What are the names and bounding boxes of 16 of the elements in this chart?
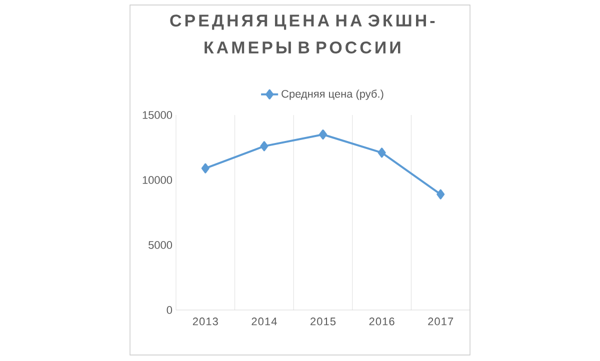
- point: [260, 141, 268, 152]
- x-tick-label: 2014: [252, 318, 277, 326]
- y-tick-label: 5000: [148, 241, 172, 249]
- y-tick-label: 15000: [142, 111, 172, 119]
- chart-title: СРЕДНЯЯ ЦЕНА НА ЭКШН-КАМЕРЫ В РОССИИ: [170, 14, 435, 54]
- point: [436, 189, 445, 200]
- point: [201, 163, 210, 174]
- x-tick-label: 2013: [192, 318, 218, 326]
- x-tick-label: 2016: [369, 318, 394, 326]
- y-tick-label: 0: [166, 306, 172, 314]
- x-tick-label: 2017: [428, 318, 454, 326]
- point: [319, 130, 328, 140]
- point: [378, 148, 386, 158]
- x-tick-label: 2015: [310, 318, 336, 326]
- legend-label: Средняя цена (руб.): [282, 90, 384, 100]
- y-tick-label: 10000: [142, 176, 172, 184]
